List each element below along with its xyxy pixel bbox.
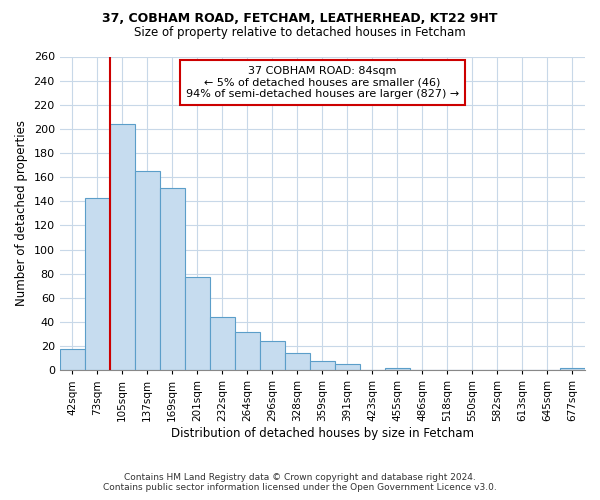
- Bar: [110, 124, 135, 370]
- Bar: [310, 360, 335, 370]
- Text: 37, COBHAM ROAD, FETCHAM, LEATHERHEAD, KT22 9HT: 37, COBHAM ROAD, FETCHAM, LEATHERHEAD, K…: [102, 12, 498, 26]
- Bar: [335, 364, 360, 370]
- Bar: [160, 188, 185, 370]
- Text: Contains HM Land Registry data © Crown copyright and database right 2024.
Contai: Contains HM Land Registry data © Crown c…: [103, 473, 497, 492]
- Bar: [385, 368, 410, 370]
- Bar: [185, 278, 210, 370]
- X-axis label: Distribution of detached houses by size in Fetcham: Distribution of detached houses by size …: [171, 427, 474, 440]
- Bar: [285, 354, 310, 370]
- Text: Size of property relative to detached houses in Fetcham: Size of property relative to detached ho…: [134, 26, 466, 39]
- Bar: [260, 342, 285, 370]
- Text: 37 COBHAM ROAD: 84sqm
← 5% of detached houses are smaller (46)
94% of semi-detac: 37 COBHAM ROAD: 84sqm ← 5% of detached h…: [186, 66, 459, 99]
- Bar: [235, 332, 260, 370]
- Bar: [210, 317, 235, 370]
- Bar: [560, 368, 585, 370]
- Bar: [85, 198, 110, 370]
- Bar: [59, 348, 85, 370]
- Bar: [135, 171, 160, 370]
- Y-axis label: Number of detached properties: Number of detached properties: [15, 120, 28, 306]
